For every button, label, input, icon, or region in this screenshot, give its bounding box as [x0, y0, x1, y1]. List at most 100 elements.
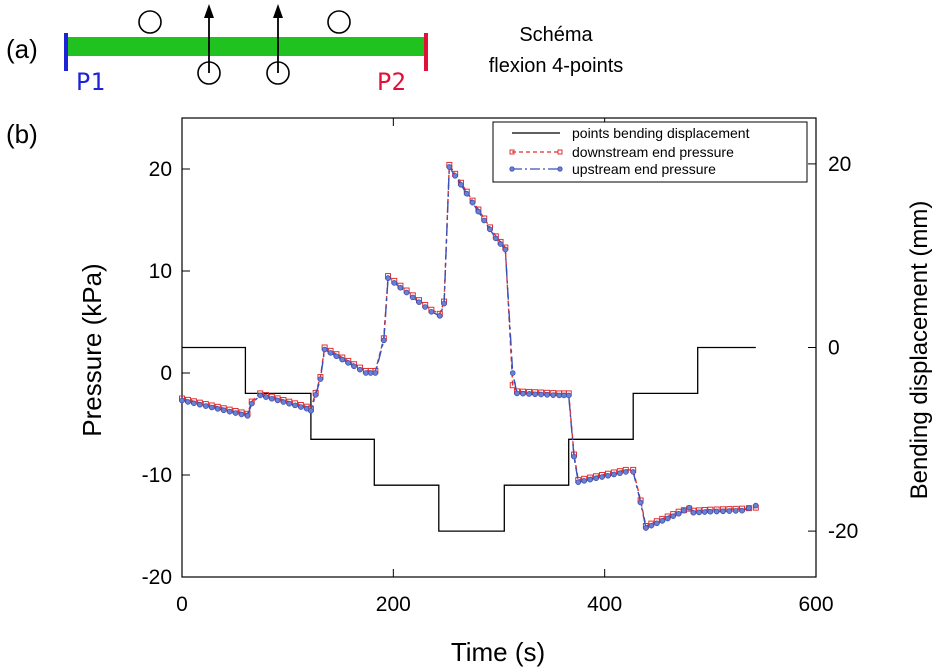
y-tick-label-3: 10: [149, 260, 172, 283]
marker-upstream-end-pressure-70: [581, 478, 587, 484]
marker-upstream-end-pressure-60: [526, 391, 532, 397]
y-axis-label: Pressure (kPa): [77, 263, 107, 436]
y2-tick-label-1: 0: [828, 337, 840, 360]
marker-upstream-end-pressure-63: [544, 392, 550, 398]
marker-upstream-end-pressure-7: [220, 407, 227, 414]
beam: [68, 37, 424, 56]
marker-upstream-end-pressure-85: [670, 513, 676, 519]
marker-upstream-end-pressure-36: [385, 275, 391, 281]
marker-upstream-end-pressure-40: [410, 294, 416, 301]
marker-upstream-end-pressure-61: [532, 391, 538, 398]
marker-upstream-end-pressure-45: [441, 300, 447, 307]
marker-upstream-end-pressure-59: [520, 390, 526, 397]
marker-upstream-end-pressure-58: [514, 390, 520, 397]
marker-upstream-end-pressure-83: [659, 518, 666, 524]
marker-upstream-end-pressure-3: [197, 401, 203, 408]
y2-tick-label-0: -20: [828, 520, 858, 543]
top-support-circle-right: [327, 10, 351, 34]
marker-upstream-end-pressure-0: [179, 397, 185, 404]
marker-upstream-end-pressure-86: [675, 510, 682, 517]
y-tick-label-4: 20: [149, 158, 172, 181]
marker-upstream-end-pressure-96: [732, 508, 739, 514]
marker-upstream-end-pressure-24: [317, 376, 324, 382]
marker-upstream-end-pressure-46: [446, 164, 453, 170]
arrow-head-right-icon: [273, 4, 283, 18]
marker-upstream-end-pressure-78: [630, 469, 636, 475]
x-tick-label-2: 400: [587, 593, 622, 616]
marker-upstream-end-pressure-80: [643, 525, 649, 531]
marker-upstream-end-pressure-81: [648, 522, 655, 529]
marker-upstream-end-pressure-56: [502, 246, 509, 253]
marker-upstream-end-pressure-71: [587, 476, 593, 483]
marker-upstream-end-pressure-88: [686, 504, 692, 511]
marker-upstream-end-pressure-49: [463, 190, 470, 197]
marker-upstream-end-pressure-97: [739, 507, 745, 514]
marker-upstream-end-pressure-54: [493, 235, 499, 242]
x-axis-label: Time (s): [451, 637, 545, 667]
marker-upstream-end-pressure-73: [599, 474, 605, 480]
legend-label-downstream: downstream end pressure: [572, 144, 734, 160]
marker-upstream-end-pressure-44: [437, 313, 443, 319]
marker-upstream-end-pressure-76: [617, 470, 623, 477]
legend-label-bending: points bending displacement: [572, 125, 750, 141]
marker-upstream-end-pressure-33: [367, 370, 374, 376]
marker-upstream-end-pressure-1: [185, 399, 191, 405]
marker-upstream-end-pressure-30: [351, 363, 357, 370]
marker-upstream-end-pressure-65: [556, 392, 563, 399]
marker-upstream-end-pressure-92: [707, 508, 714, 515]
marker-upstream-end-pressure-34: [372, 370, 379, 376]
marker-upstream-end-pressure-53: [487, 226, 493, 233]
marker-upstream-end-pressure-84: [664, 515, 671, 522]
marker-upstream-end-pressure-11: [244, 413, 251, 419]
marker-upstream-end-pressure-18: [286, 400, 293, 407]
marker-upstream-end-pressure-27: [333, 353, 340, 360]
marker-upstream-end-pressure-23: [312, 392, 319, 398]
y-tick-label-0: -20: [142, 566, 172, 589]
marker-upstream-end-pressure-82: [653, 520, 660, 527]
marker-upstream-end-pressure-93: [713, 508, 720, 515]
marker-upstream-end-pressure-87: [681, 507, 687, 514]
marker-upstream-end-pressure-8: [226, 408, 233, 415]
legend-label-upstream: upstream end pressure: [572, 161, 716, 177]
marker-upstream-end-pressure-48: [458, 182, 464, 188]
panel-b-label: (b): [6, 119, 38, 149]
marker-upstream-end-pressure-2: [191, 400, 197, 407]
marker-upstream-end-pressure-62: [538, 391, 544, 398]
marker-upstream-end-pressure-91: [701, 509, 708, 515]
marker-upstream-end-pressure-99: [752, 502, 759, 509]
y-tick-label-2: 0: [160, 362, 172, 385]
arrow-head-left-icon: [204, 4, 214, 18]
marker-upstream-end-pressure-90: [696, 509, 702, 516]
marker-upstream-end-pressure-39: [403, 289, 410, 296]
marker-upstream-end-pressure-10: [238, 411, 245, 418]
marker-upstream-end-pressure-9: [232, 410, 239, 416]
marker-upstream-end-pressure-75: [611, 471, 617, 478]
panel-a: (a) P1 P2 Schéma flexion 4-points: [6, 4, 623, 96]
left-end-label: P1: [76, 68, 105, 96]
marker-upstream-end-pressure-28: [339, 356, 346, 363]
marker-upstream-end-pressure-15: [269, 395, 275, 402]
marker-upstream-end-pressure-5: [208, 404, 215, 411]
marker-upstream-end-pressure-14: [263, 394, 269, 400]
marker-upstream-end-pressure-29: [345, 360, 351, 366]
x-tick-label-3: 600: [798, 593, 833, 616]
schema-title-line1: Schéma: [519, 24, 593, 46]
marker-upstream-end-pressure-74: [605, 472, 611, 479]
marker-upstream-end-pressure-12: [248, 400, 255, 407]
marker-upstream-end-pressure-69: [575, 479, 582, 485]
legend-marker-upstream: [509, 166, 515, 172]
legend-marker-upstream-2: [557, 166, 563, 172]
marker-upstream-end-pressure-25: [321, 346, 328, 353]
marker-upstream-end-pressure-37: [391, 280, 398, 286]
legend: points bending displacement downstream e…: [492, 121, 808, 183]
x-tick-label-1: 200: [376, 593, 411, 616]
marker-upstream-end-pressure-52: [481, 217, 488, 224]
series-line-upstream-end-pressure: [181, 164, 757, 529]
marker-upstream-end-pressure-55: [497, 241, 504, 247]
y-tick-label-1: -10: [142, 464, 172, 487]
legend-box: [492, 121, 808, 183]
series-line-points-bending-displacement: [182, 346, 756, 532]
marker-upstream-end-pressure-68: [571, 453, 577, 460]
marker-upstream-end-pressure-42: [422, 304, 428, 310]
series-line-downstream-end-pressure: [181, 162, 756, 527]
